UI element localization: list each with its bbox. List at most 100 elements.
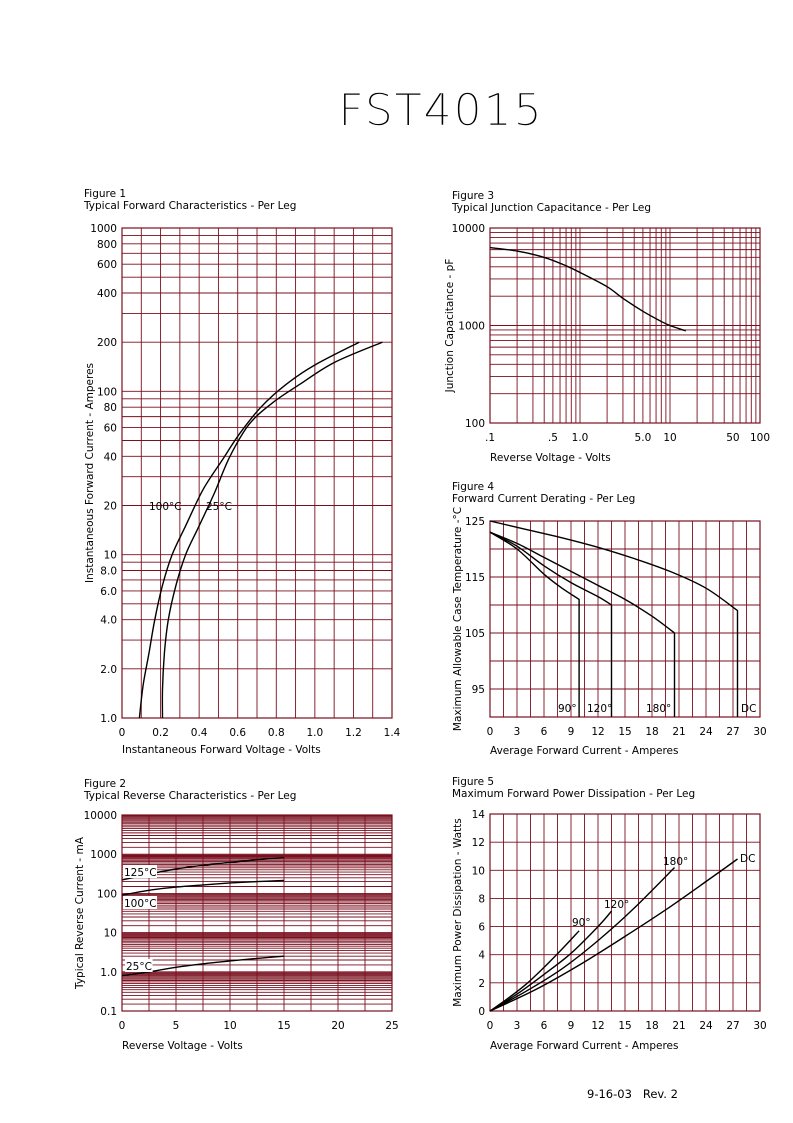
series-annotation: 25°C bbox=[206, 501, 232, 513]
figure-label: Figure 3 bbox=[452, 190, 494, 202]
x-tick-label: 5.0 bbox=[635, 432, 652, 444]
y-tick-label: 600 bbox=[97, 259, 117, 271]
plot-frame bbox=[489, 227, 761, 424]
y-axis-label: Instantaneous Forward Current - Amperes bbox=[84, 363, 96, 583]
x-tick-label: 6 bbox=[541, 1020, 548, 1032]
y-tick-label: 125 bbox=[465, 516, 485, 528]
x-tick-label: 10 bbox=[223, 1020, 236, 1032]
series-annotation: 125°C bbox=[124, 867, 157, 879]
x-tick-label: 1.4 bbox=[384, 727, 401, 739]
plot-frame bbox=[489, 520, 761, 718]
y-tick-label: 10000 bbox=[84, 810, 117, 822]
figure-label: Figure 2 bbox=[84, 778, 126, 790]
series-line-90 bbox=[489, 930, 580, 1012]
plot-frame bbox=[121, 227, 393, 719]
series-annotation: 90° bbox=[558, 703, 577, 715]
annotation-backdrop bbox=[125, 959, 153, 972]
series-annotation: 100°C bbox=[149, 501, 182, 513]
y-tick-label: 4 bbox=[478, 950, 485, 962]
y-tick-label: 100 bbox=[97, 386, 117, 398]
y-tick-label: 800 bbox=[97, 239, 117, 251]
chart-title: Typical Junction Capacitance - Per Leg bbox=[451, 202, 651, 214]
chart-title: Typical Reverse Characteristics - Per Le… bbox=[83, 790, 296, 802]
x-tick-label: 24 bbox=[699, 726, 713, 738]
y-axis-label: Typical Reverse Current - mA bbox=[74, 836, 86, 990]
x-tick-label: 0 bbox=[119, 727, 126, 739]
series-line-100c bbox=[121, 879, 285, 896]
series-line-100c bbox=[138, 341, 360, 719]
y-tick-label: 12 bbox=[472, 837, 485, 849]
series-line-s0 bbox=[489, 246, 687, 332]
grid bbox=[489, 813, 761, 1012]
annotation-backdrop bbox=[123, 865, 157, 878]
x-tick-label: 0.8 bbox=[268, 727, 285, 739]
series-line-90 bbox=[489, 531, 580, 717]
page-title: FST4015 bbox=[338, 85, 543, 136]
figure-label: Figure 1 bbox=[84, 188, 126, 200]
y-tick-label: 10 bbox=[472, 865, 485, 877]
y-tick-label: 1000 bbox=[90, 223, 117, 235]
y-tick-label: 105 bbox=[465, 628, 485, 640]
plot-frame bbox=[121, 814, 393, 1012]
x-tick-label: 30 bbox=[753, 726, 766, 738]
y-tick-label: 14 bbox=[472, 809, 486, 821]
chart-title: Forward Current Derating - Per Leg bbox=[452, 493, 635, 505]
x-tick-label: 1.0 bbox=[307, 727, 324, 739]
chart-title: Maximum Forward Power Dissipation - Per … bbox=[452, 788, 695, 800]
figure-label: Figure 5 bbox=[452, 776, 494, 788]
x-tick-label: 12 bbox=[591, 726, 604, 738]
y-tick-label: 2.0 bbox=[100, 664, 117, 676]
x-tick-label: 24 bbox=[699, 1020, 713, 1032]
grid bbox=[121, 814, 393, 1012]
x-tick-label: 1.0 bbox=[572, 432, 589, 444]
y-axis-label: Maximum Power Dissipation - Watts bbox=[452, 818, 464, 1007]
y-tick-label: 1000 bbox=[458, 321, 485, 333]
x-axis-label: Instantaneous Forward Voltage - Volts bbox=[122, 744, 321, 756]
x-tick-label: 100 bbox=[750, 432, 770, 444]
x-tick-label: 12 bbox=[591, 1020, 604, 1032]
x-tick-label: 25 bbox=[385, 1020, 398, 1032]
series-line-180 bbox=[489, 867, 675, 1012]
y-tick-label: 115 bbox=[465, 572, 485, 584]
y-tick-label: 6.0 bbox=[100, 586, 117, 598]
series-annotation: DC bbox=[741, 703, 756, 715]
x-tick-label: 3 bbox=[514, 1020, 521, 1032]
x-tick-label: 9 bbox=[568, 726, 575, 738]
x-tick-label: 1.2 bbox=[345, 727, 362, 739]
annotation-backdrop bbox=[123, 896, 157, 909]
x-axis-label: Reverse Voltage - Volts bbox=[122, 1040, 243, 1052]
series-annotation: DC bbox=[740, 853, 755, 865]
y-tick-label: 100 bbox=[465, 418, 485, 430]
x-tick-label: 0.4 bbox=[191, 727, 208, 739]
x-tick-label: 5 bbox=[173, 1020, 180, 1032]
x-tick-label: 10 bbox=[663, 432, 676, 444]
x-tick-label: 27 bbox=[726, 726, 739, 738]
x-tick-label: 15 bbox=[618, 726, 631, 738]
grid bbox=[121, 228, 393, 719]
y-axis-label: Maximum Allowable Case Temperature -°C bbox=[452, 507, 464, 731]
x-tick-label: 0 bbox=[487, 1020, 494, 1032]
y-tick-label: 1.0 bbox=[100, 713, 117, 725]
x-tick-label: 15 bbox=[277, 1020, 290, 1032]
series-line-120 bbox=[489, 910, 613, 1012]
series-annotation: 120° bbox=[604, 899, 629, 911]
y-tick-label: 10 bbox=[104, 928, 117, 940]
y-tick-label: 1000 bbox=[90, 849, 117, 861]
y-tick-label: 60 bbox=[104, 423, 117, 435]
x-tick-label: 21 bbox=[672, 1020, 685, 1032]
y-tick-label: 40 bbox=[104, 451, 117, 463]
x-tick-label: 27 bbox=[726, 1020, 739, 1032]
x-axis-label: Average Forward Current - Amperes bbox=[490, 745, 678, 757]
y-tick-label: 80 bbox=[104, 402, 117, 414]
x-tick-label: 30 bbox=[753, 1020, 766, 1032]
series-annotation: 25°C bbox=[126, 961, 152, 973]
x-tick-label: .1 bbox=[485, 432, 495, 444]
series-line-180 bbox=[489, 531, 676, 717]
series-line-dc bbox=[489, 858, 738, 1012]
y-tick-label: 95 bbox=[472, 684, 485, 696]
y-tick-label: 10000 bbox=[452, 223, 485, 235]
